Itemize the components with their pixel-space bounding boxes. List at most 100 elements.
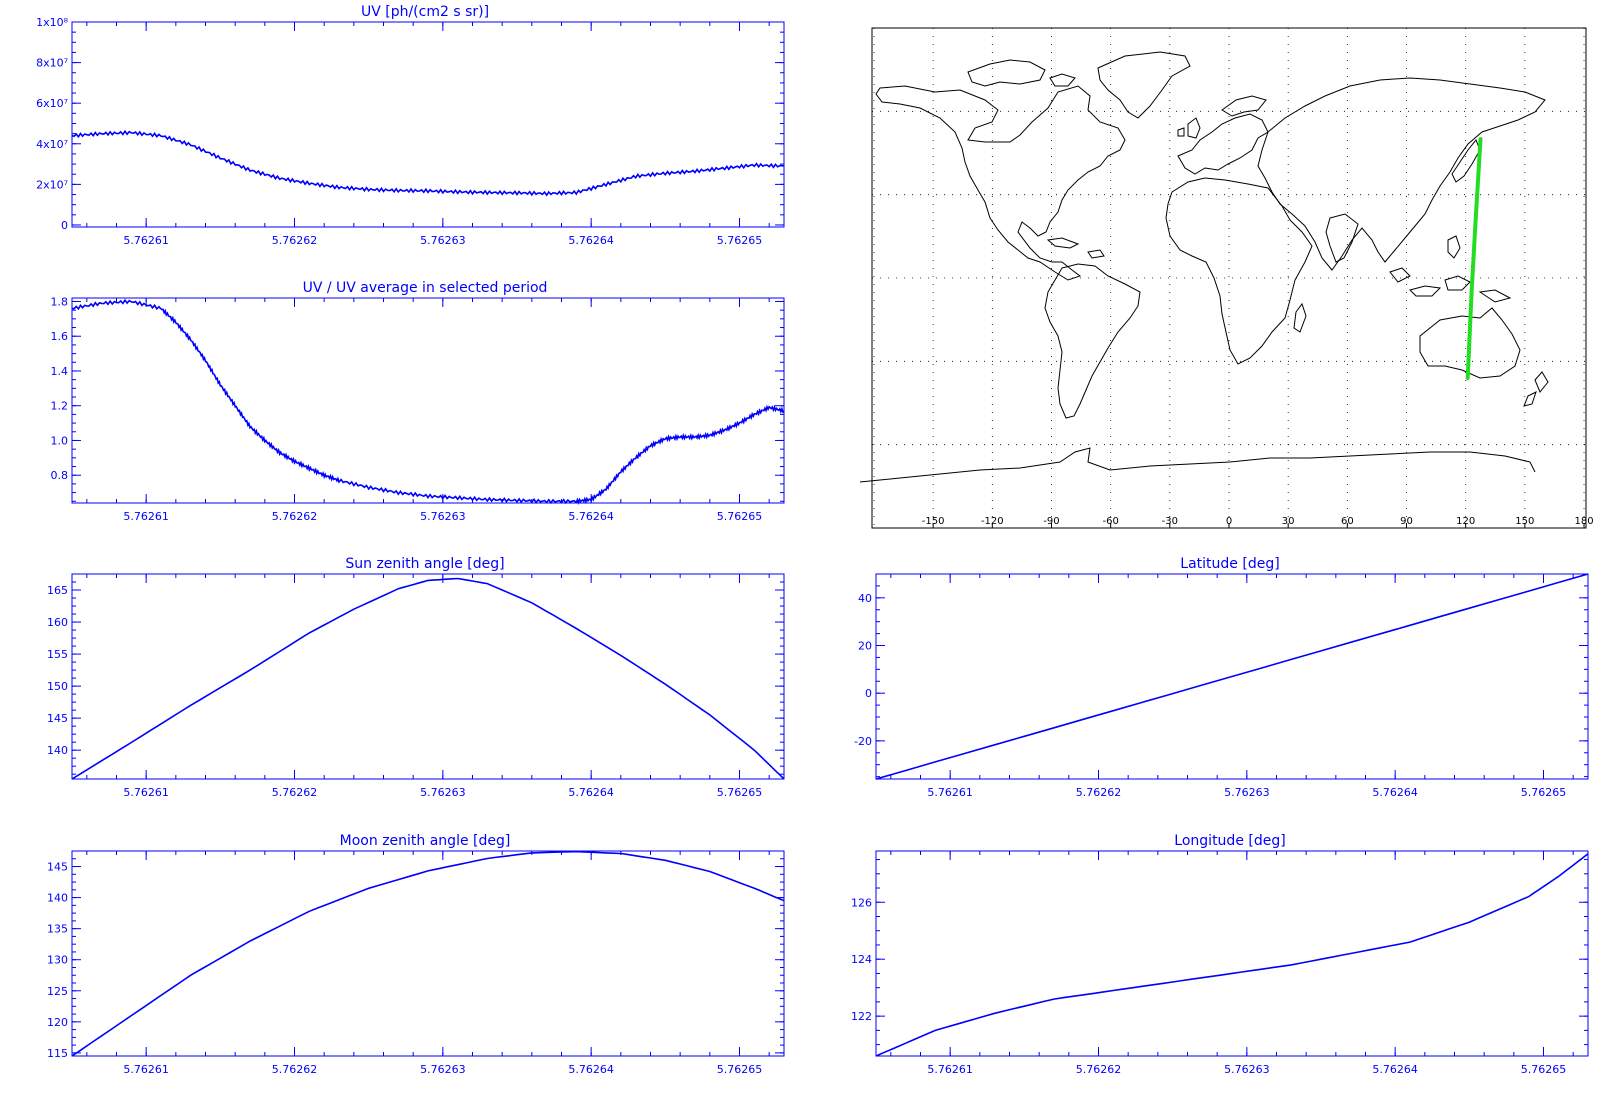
panel-latitude: Latitude [deg] 5.76261 5.76262 5.76263 5.76…: [854, 556, 1589, 799]
coast-british-isles: [1177, 117, 1201, 139]
map-longitude-axis: -150 -120 -90 -60 -30 0 30 60 90 120 150 180: [922, 516, 1594, 528]
coast-africa: [1165, 177, 1313, 365]
x-tick-label: 5.76263: [420, 1063, 466, 1076]
map-lon-tick-label: 90: [1400, 516, 1413, 527]
plot-frame: [71, 850, 785, 1057]
y-tick-label: 140: [47, 892, 68, 905]
y-tick-label: 6x10⁷: [36, 97, 68, 110]
coast-japan: [1451, 139, 1481, 183]
coast-caribbean: [1046, 237, 1105, 259]
map-lon-tick-label: -30: [1162, 516, 1178, 527]
x-tick-label: 5.76263: [1224, 1063, 1270, 1076]
y-tick-label: 8x10⁷: [36, 57, 68, 70]
x-tick-label: 5.76265: [717, 234, 763, 247]
y-tick-label: 130: [47, 954, 68, 967]
plot-frame: [875, 850, 1589, 1057]
map-lon-tick-label: -120: [981, 516, 1004, 527]
y-tick-label: 20: [858, 640, 872, 653]
panel-moon-title: Moon zenith angle [deg]: [340, 833, 511, 849]
panel-longitude-axes: 5.76261 5.76262 5.76263 5.76264 5.76265 122 12…: [851, 850, 1589, 1076]
y-tick-label: 140: [47, 744, 68, 757]
panel-moon: Moon zenith angle [deg] 5.76261 5.76262 5.…: [47, 833, 785, 1076]
coast-madagascar: [1293, 302, 1307, 333]
y-tick-label: 120: [47, 1016, 68, 1029]
x-tick-label: 5.76262: [1076, 1063, 1122, 1076]
coast-north-america: [875, 85, 1126, 281]
world-map: -150 -120 -90 -60 -30 0 30 60 90 120 150 180: [859, 27, 1594, 529]
x-tick-label: 5.76264: [568, 234, 614, 247]
coast-indonesia: [1389, 267, 1512, 303]
map-lon-tick-label: 150: [1515, 516, 1534, 527]
y-tick-label: 126: [851, 896, 872, 909]
plot-frame: [71, 573, 785, 780]
x-tick-label: 5.76264: [568, 510, 614, 523]
x-tick-label: 5.76261: [123, 510, 169, 523]
x-tick-label: 5.76265: [717, 1063, 763, 1076]
panel-latitude-axes: 5.76261 5.76262 5.76263 5.76264 5.76265 -20 0 2…: [854, 573, 1589, 799]
x-tick-label: 5.76261: [123, 234, 169, 247]
panel-sun-title: Sun zenith angle [deg]: [345, 556, 504, 572]
panel-ratio-axes: 5.76261 5.76262 5.76263 5.76264 5.76265 0.8 1.…: [51, 295, 785, 523]
x-tick-label: 5.76262: [272, 510, 318, 523]
y-tick-label: 1.0: [51, 434, 69, 447]
plot-frame: [71, 297, 785, 504]
map-grid: [872, 27, 1586, 528]
map-lon-tick-label: -60: [1102, 516, 1118, 527]
panel-sun-axes: 5.76261 5.76262 5.76263 5.76264 5.76265 140 14…: [47, 573, 785, 799]
x-tick-label: 5.76265: [1521, 786, 1567, 799]
y-tick-label: 1x10⁸: [36, 16, 69, 29]
y-tick-label: 150: [47, 680, 68, 693]
x-tick-label: 5.76265: [717, 786, 763, 799]
x-tick-label: 5.76265: [717, 510, 763, 523]
y-tick-label: 1.4: [51, 365, 69, 378]
satellite-ground-track: [1465, 137, 1483, 380]
y-tick-label: 135: [47, 923, 68, 936]
panel-uv-series-line: [71, 129, 785, 197]
y-tick-label: 0: [865, 687, 872, 700]
x-tick-label: 5.76262: [272, 1063, 318, 1076]
y-tick-label: 165: [47, 584, 68, 597]
coast-arctic-islands: [967, 59, 1076, 87]
x-tick-label: 5.76264: [568, 1063, 614, 1076]
x-tick-label: 5.76262: [1076, 786, 1122, 799]
map-lon-tick-label: 60: [1341, 516, 1354, 527]
x-tick-label: 5.76261: [123, 1063, 169, 1076]
y-tick-label: 145: [47, 712, 68, 725]
y-tick-label: 4x10⁷: [36, 138, 68, 151]
coast-new-zealand: [1523, 371, 1549, 407]
plot-frame: [875, 573, 1589, 780]
panel-moon-axes: 5.76261 5.76262 5.76263 5.76264 5.76265 115 12…: [47, 850, 785, 1076]
map-lon-tick-label: 180: [1574, 516, 1593, 527]
panel-uv-title: UV [ph/(cm2 s sr)]: [361, 4, 489, 20]
y-tick-label: 145: [47, 861, 68, 874]
x-tick-label: 5.76263: [420, 234, 466, 247]
y-tick-label: 2x10⁷: [36, 178, 68, 191]
coast-asia: [1257, 77, 1546, 271]
y-tick-label: 0: [61, 219, 68, 232]
map-lon-tick-label: 0: [1226, 516, 1232, 527]
y-tick-label: 125: [47, 985, 68, 998]
y-tick-label: 40: [858, 592, 872, 605]
map-coastlines: [859, 51, 1549, 483]
x-tick-label: 5.76261: [927, 1063, 973, 1076]
x-tick-label: 5.76263: [420, 510, 466, 523]
panel-ratio-series-line: [71, 298, 785, 506]
y-tick-label: 0.8: [51, 469, 69, 482]
y-tick-label: 160: [47, 616, 68, 629]
y-tick-label: 122: [851, 1010, 872, 1023]
map-lon-tick-label: -150: [922, 516, 945, 527]
panel-uv-axes: 5.76261 5.76262 5.76263 5.76264 5.76265 0 2x10…: [36, 16, 785, 247]
y-tick-label: 1.8: [51, 295, 69, 308]
map-lon-tick-label: 30: [1282, 516, 1295, 527]
x-tick-label: 5.76265: [1521, 1063, 1567, 1076]
coast-greenland: [1097, 51, 1191, 119]
y-tick-label: -20: [854, 735, 872, 748]
panel-latitude-series-line: [875, 573, 1589, 780]
y-tick-label: 115: [47, 1047, 68, 1060]
panel-latitude-title: Latitude [deg]: [1180, 556, 1279, 572]
panel-ratio-title: UV / UV average in selected period: [303, 280, 548, 296]
map-lon-tick-label: -90: [1043, 516, 1059, 527]
x-tick-label: 5.76262: [272, 786, 318, 799]
panel-longitude: Longitude [deg] 5.76261 5.76262 5.76263 5.7…: [851, 833, 1589, 1076]
panel-moon-series-line: [71, 850, 785, 1057]
